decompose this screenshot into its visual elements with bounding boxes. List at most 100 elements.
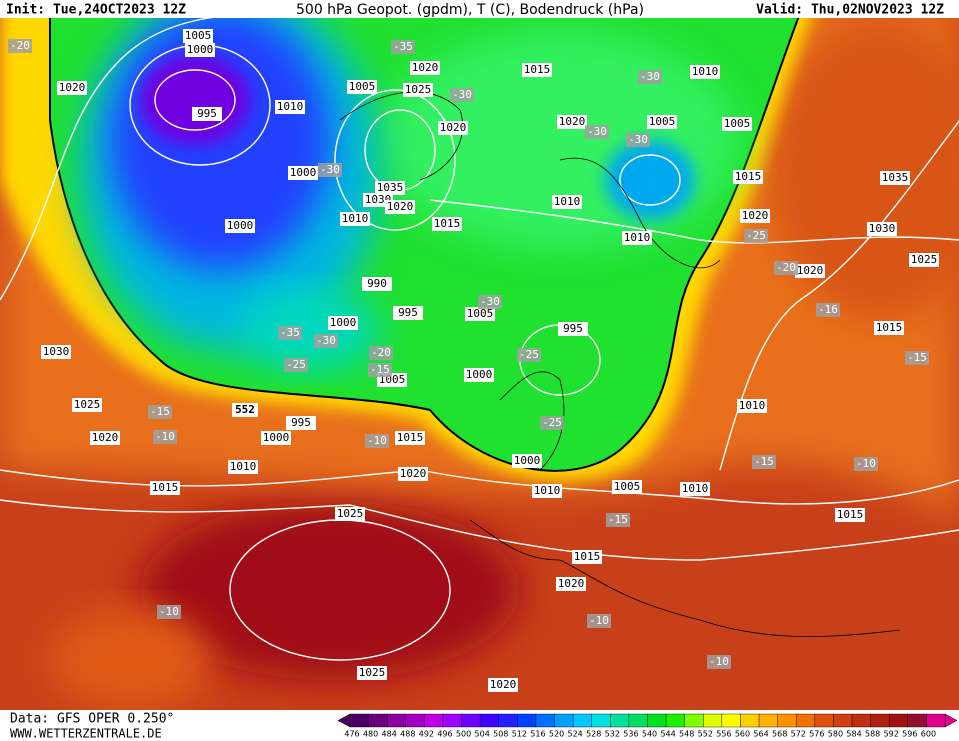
isobar-label: 1025 bbox=[74, 398, 101, 411]
isobar-label-box bbox=[288, 166, 318, 180]
isobar-label-box bbox=[874, 321, 904, 335]
temperature-label: -15 bbox=[370, 363, 390, 376]
isobar-label-box bbox=[552, 195, 582, 209]
valid-time: Valid: Thu,02NOV2023 12Z bbox=[756, 3, 944, 18]
temperature-label: -25 bbox=[746, 229, 766, 242]
isobar-label-box bbox=[357, 666, 387, 680]
temperature-label-box bbox=[606, 513, 630, 527]
isobar-label-box bbox=[328, 316, 358, 330]
isobar-label-box bbox=[867, 222, 897, 236]
isobar-label: 1010 bbox=[277, 100, 304, 113]
temperature-label: -10 bbox=[367, 434, 387, 447]
colorbar-label: 556 bbox=[716, 730, 731, 739]
isobar-label-box bbox=[275, 100, 305, 114]
colorbar-swatch bbox=[851, 713, 871, 728]
isobar-label-box bbox=[690, 65, 720, 79]
colorbar-swatch bbox=[647, 713, 667, 728]
contour-label: 552 bbox=[235, 403, 255, 416]
isobar-label: 1010 bbox=[554, 195, 581, 208]
temperature-label-box bbox=[368, 363, 392, 377]
isobar-label-box bbox=[737, 399, 767, 413]
isobar-label: 1025 bbox=[911, 253, 938, 266]
temperature-label-box bbox=[148, 405, 172, 419]
isobar-label-box bbox=[183, 29, 213, 43]
colorbar-label: 516 bbox=[530, 730, 545, 739]
temperature-label-box bbox=[744, 229, 768, 243]
colorbar-label: 596 bbox=[902, 730, 917, 739]
isobar-label: 1025 bbox=[337, 507, 364, 520]
data-source: Data: GFS OPER 0.250° bbox=[10, 712, 174, 727]
colorbar-swatch bbox=[424, 713, 444, 728]
isobar-label: 1015 bbox=[397, 431, 424, 444]
isobar-label-box bbox=[72, 398, 102, 412]
colorbar-swatch bbox=[814, 713, 834, 728]
colorbar-swatch bbox=[684, 713, 704, 728]
isobar-label: 1015 bbox=[574, 550, 601, 563]
colorbar-label: 580 bbox=[828, 730, 843, 739]
temperature-label-box bbox=[905, 351, 929, 365]
temperature-label: -20 bbox=[371, 346, 391, 359]
colorbar-label: 584 bbox=[846, 730, 861, 739]
temperature-label: -15 bbox=[754, 455, 774, 468]
temperature-label-box bbox=[153, 430, 177, 444]
temperature-label: -25 bbox=[542, 416, 562, 429]
temperature-label-box bbox=[450, 88, 474, 102]
temperature-label-box bbox=[774, 261, 798, 275]
isobar-label: 1020 bbox=[797, 264, 824, 277]
isobar-label-box bbox=[556, 577, 586, 591]
isobar-label-box bbox=[335, 507, 365, 521]
isobar-label: 1015 bbox=[434, 217, 461, 230]
isobar-label: 1000 bbox=[263, 431, 290, 444]
colorbar-label: 588 bbox=[865, 730, 880, 739]
isobar-label: 990 bbox=[367, 277, 387, 290]
colorbar-swatch bbox=[461, 713, 481, 728]
colorbar-label: 540 bbox=[642, 730, 657, 739]
temperature-label-box bbox=[517, 348, 541, 362]
colorbar-label: 532 bbox=[605, 730, 620, 739]
isobar-label: 1015 bbox=[735, 170, 762, 183]
temperature-label: -20 bbox=[10, 39, 30, 52]
colorbar-swatch bbox=[703, 713, 723, 728]
isobar-label: 1015 bbox=[837, 508, 864, 521]
colorbar-swatch bbox=[926, 713, 946, 728]
isobar-label-box bbox=[733, 170, 763, 184]
temperature-label: -35 bbox=[393, 40, 413, 53]
contour-label-box bbox=[232, 403, 258, 417]
isobar-label-box bbox=[909, 253, 939, 267]
temperature-label-box bbox=[314, 334, 338, 348]
colorbar-label: 524 bbox=[567, 730, 582, 739]
colorbar-label: 544 bbox=[660, 730, 675, 739]
isobar-label-box bbox=[150, 481, 180, 495]
colorbar-swatch bbox=[498, 713, 518, 728]
temperature-label: -30 bbox=[587, 125, 607, 138]
isobar-label-box bbox=[432, 217, 462, 231]
isobar-label: 1005 bbox=[649, 115, 676, 128]
isobar-label: 1020 bbox=[742, 209, 769, 222]
isobar-label: 1000 bbox=[330, 316, 357, 329]
temperature-label: -30 bbox=[480, 295, 500, 308]
colorbar-swatch bbox=[349, 713, 369, 728]
colorbar-label: 476 bbox=[344, 730, 359, 739]
colorbar-swatch bbox=[740, 713, 760, 728]
temperature-label-box bbox=[854, 457, 878, 471]
isobar-label: 1015 bbox=[876, 321, 903, 334]
isobar-label: 1010 bbox=[534, 484, 561, 497]
temperature-label-box bbox=[391, 40, 415, 54]
isobar-label-box bbox=[395, 431, 425, 445]
field bbox=[0, 0, 959, 710]
isobar-label-box bbox=[612, 480, 642, 494]
isobar-label: 1010 bbox=[342, 212, 369, 225]
colorbar-label: 504 bbox=[475, 730, 490, 739]
temperature-label: -25 bbox=[519, 348, 539, 361]
isobar-label-box bbox=[880, 171, 910, 185]
header-bar bbox=[0, 0, 959, 18]
colorbar-swatch bbox=[591, 713, 611, 728]
isobar-label: 1005 bbox=[185, 29, 212, 42]
colorbar-swatch bbox=[517, 713, 537, 728]
isobar-label-box bbox=[385, 200, 415, 214]
isobar-label: 995 bbox=[197, 107, 217, 120]
temperature-label-box bbox=[284, 358, 308, 372]
colorbar-label: 492 bbox=[419, 730, 434, 739]
